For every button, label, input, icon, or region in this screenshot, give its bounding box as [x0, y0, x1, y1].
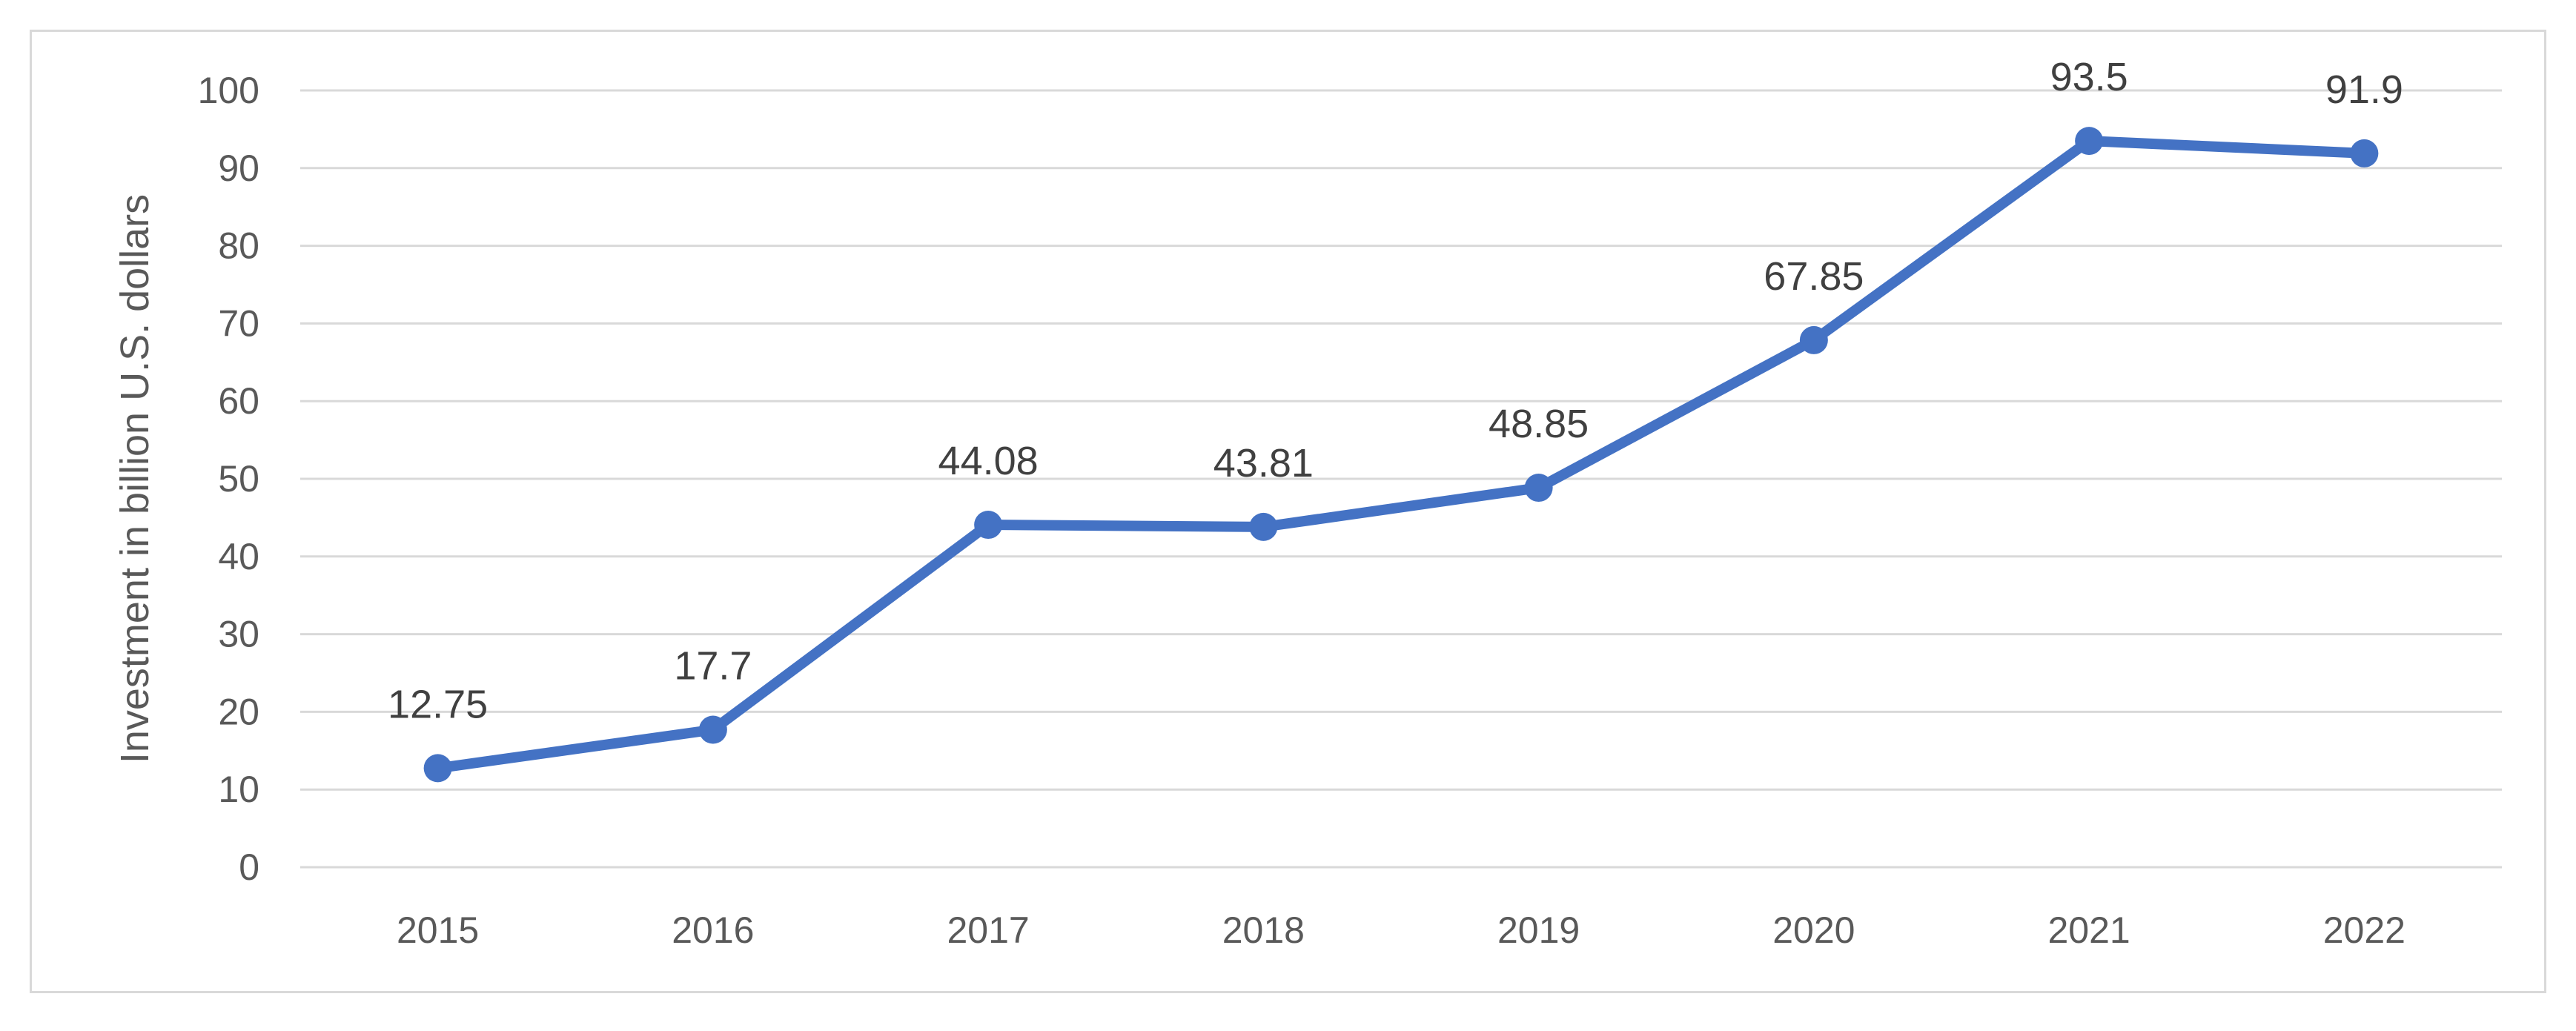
chart-frame: [30, 30, 2546, 993]
x-tick-label: 2018: [1222, 909, 1305, 951]
data-label: 48.85: [1489, 402, 1589, 446]
x-tick-label: 2015: [397, 909, 479, 951]
x-axis-ticks: 2015 2016 2017 2018 2019 2020 2021 2022: [397, 909, 2406, 951]
data-point: [698, 715, 727, 744]
y-axis-title: Investment in billion U.S. dollars: [113, 194, 157, 763]
y-tick-label: 90: [218, 147, 259, 189]
data-label: 12.75: [388, 682, 488, 726]
y-tick-label: 20: [218, 691, 259, 732]
data-label: 43.81: [1213, 441, 1314, 485]
y-tick-label: 60: [218, 380, 259, 422]
y-tick-label: 100: [198, 70, 259, 111]
x-tick-label: 2019: [1497, 909, 1580, 951]
data-point: [2075, 127, 2104, 156]
y-axis-ticks: 0 10 20 30 40 50 60 70 80 90 100: [198, 70, 259, 888]
data-point: [974, 511, 1003, 540]
series-line: [432, 136, 2370, 774]
x-tick-label: 2021: [2048, 909, 2130, 951]
y-tick-label: 70: [218, 302, 259, 344]
data-point: [2350, 139, 2379, 168]
x-tick-label: 2017: [947, 909, 1030, 951]
data-point: [1249, 512, 1278, 541]
data-label: 93.5: [2050, 55, 2128, 99]
data-labels: 12.75 17.7 44.08 43.81 48.85 67.85 93.5 91.9: [388, 55, 2403, 726]
data-label: 44.08: [938, 439, 1039, 483]
data-label: 67.85: [1764, 254, 1864, 299]
data-label: 17.7: [674, 644, 752, 689]
data-label: 91.9: [2325, 67, 2403, 112]
data-point: [1799, 325, 1828, 354]
y-tick-label: 40: [218, 536, 259, 577]
y-tick-label: 10: [218, 769, 259, 810]
y-tick-label: 80: [218, 225, 259, 267]
x-tick-label: 2022: [2323, 909, 2406, 951]
x-tick-label: 2016: [672, 909, 754, 951]
x-tick-label: 2020: [1772, 909, 1855, 951]
y-tick-label: 30: [218, 614, 259, 655]
y-tick-label: 50: [218, 458, 259, 500]
gridlines: [300, 89, 2502, 869]
data-point: [1524, 474, 1553, 503]
series-layer: [423, 127, 2379, 783]
data-point: [423, 754, 452, 783]
y-tick-label: 0: [239, 846, 259, 888]
